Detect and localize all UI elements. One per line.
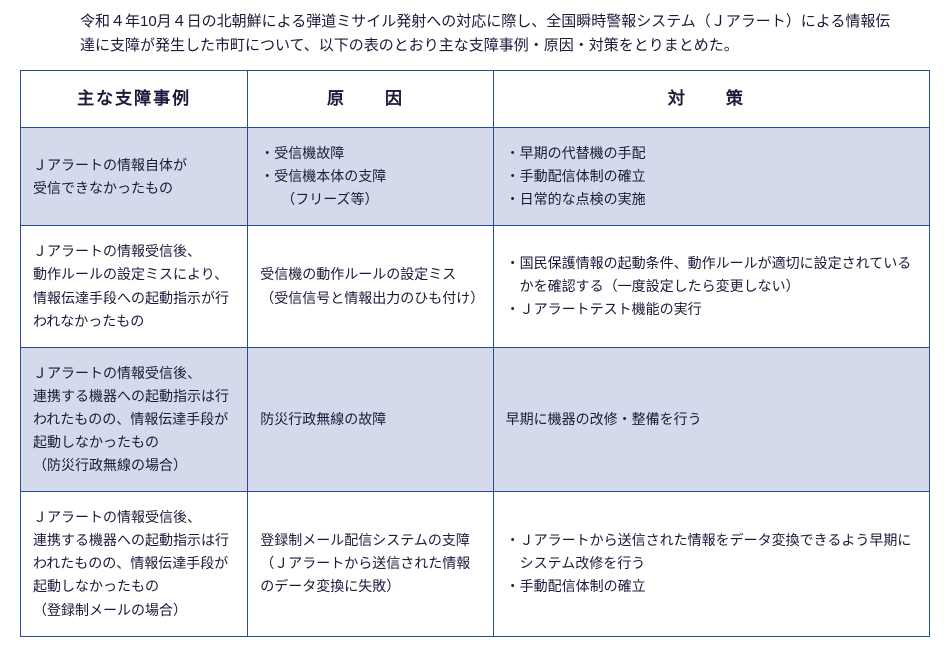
- header-case: 主な支障事例: [21, 71, 248, 128]
- cause-cell: ・受信機故障・受信機本体の支障 （フリーズ等）: [248, 128, 493, 226]
- case-cell: Ｊアラートの情報受信後、連携する機器への起動指示は行われたものの、情報伝達手段が…: [21, 492, 248, 636]
- table-header-row: 主な支障事例 原 因 対 策: [21, 71, 930, 128]
- cause-cell: 登録制メール配信システムの支障（Ｊアラートから送信された情報のデータ変換に失敗）: [248, 492, 493, 636]
- cause-cell: 防災行政無線の故障: [248, 347, 493, 491]
- measure-cell: ・早期の代替機の手配・手動配信体制の確立・日常的な点検の実施: [493, 128, 929, 226]
- table-row: Ｊアラートの情報受信後、連携する機器への起動指示は行われたものの、情報伝達手段が…: [21, 492, 930, 636]
- incident-table: 主な支障事例 原 因 対 策 Ｊアラートの情報自体が受信できなかったもの・受信機…: [20, 70, 930, 637]
- cause-cell: 受信機の動作ルールの設定ミス（受信信号と情報出力のひも付け）: [248, 226, 493, 347]
- table-row: Ｊアラートの情報自体が受信できなかったもの・受信機故障・受信機本体の支障 （フリ…: [21, 128, 930, 226]
- table-row: Ｊアラートの情報受信後、連携する機器への起動指示は行われたものの、情報伝達手段が…: [21, 347, 930, 491]
- table-row: Ｊアラートの情報受信後、動作ルールの設定ミスにより、情報伝達手段への起動指示が行…: [21, 226, 930, 347]
- intro-text: 令和４年10月４日の北朝鮮による弾道ミサイル発射への対応に際し、全国瞬時警報シス…: [20, 10, 930, 58]
- case-cell: Ｊアラートの情報受信後、連携する機器への起動指示は行われたものの、情報伝達手段が…: [21, 347, 248, 491]
- measure-cell: 早期に機器の改修・整備を行う: [493, 347, 929, 491]
- measure-cell: ・Ｊアラートから送信された情報をデータ変換できるよう早期にシステム改修を行う・手…: [493, 492, 929, 636]
- header-cause: 原 因: [248, 71, 493, 128]
- case-cell: Ｊアラートの情報自体が受信できなかったもの: [21, 128, 248, 226]
- measure-cell: ・国民保護情報の起動条件、動作ルールが適切に設定されているかを確認する（一度設定…: [493, 226, 929, 347]
- header-measure: 対 策: [493, 71, 929, 128]
- case-cell: Ｊアラートの情報受信後、動作ルールの設定ミスにより、情報伝達手段への起動指示が行…: [21, 226, 248, 347]
